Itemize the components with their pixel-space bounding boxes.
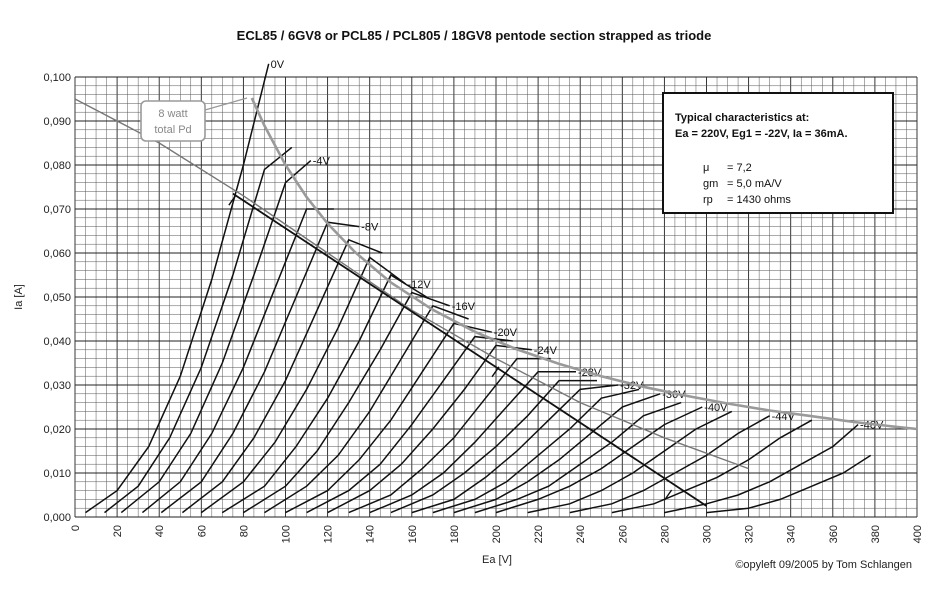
info-box-heading1: Typical characteristics at: <box>675 112 809 124</box>
x-tick-label: 160 <box>407 525 419 543</box>
typical-characteristics-box: Typical characteristics at: Ea = 220V, E… <box>662 92 894 214</box>
info-box-gm-value: = 5,0 mA/V <box>727 178 782 190</box>
x-tick-label: 400 <box>912 525 924 543</box>
info-box-heading2: Ea = 220V, Eg1 = -22V, Ia = 36mA. <box>675 128 848 140</box>
grid-curve <box>141 208 334 514</box>
x-axis-label: Ea [V] <box>482 554 512 566</box>
overlays <box>74 97 918 507</box>
grid-curve <box>432 388 640 514</box>
y-tick-label: 0,060 <box>43 248 71 260</box>
curve-label: -24V <box>534 345 558 357</box>
info-box-gm-name: gm <box>703 178 718 190</box>
y-tick-label: 0,070 <box>43 204 71 216</box>
grid-curve <box>348 357 551 514</box>
x-tick-label: 360 <box>828 525 840 543</box>
info-box-rp-name: rp <box>703 194 713 206</box>
grid-curve <box>706 454 872 514</box>
y-tick-label: 0,100 <box>43 72 71 84</box>
y-tick-label: 0,080 <box>43 160 71 172</box>
x-tick-label: 340 <box>786 525 798 543</box>
grid-curve <box>104 146 293 514</box>
dissipation-curve <box>250 97 918 431</box>
curve-label: -8V <box>361 222 379 234</box>
copyright-note: ©opyleft 09/2005 by Tom Schlangen <box>735 559 912 571</box>
x-tick-label: 100 <box>281 525 293 543</box>
y-tick-label: 0,030 <box>43 380 71 392</box>
x-tick-label: 220 <box>533 525 545 543</box>
load-line-tick <box>228 194 237 206</box>
grid-curve <box>181 238 383 514</box>
grid-curve <box>327 344 532 514</box>
info-box-frame <box>662 92 894 214</box>
curve-label: -40V <box>704 402 728 414</box>
x-tick-label: 180 <box>449 525 461 543</box>
grid-curve <box>200 256 406 514</box>
curve-label: -4V <box>313 156 331 168</box>
info-box-rp-value: = 1430 ohms <box>727 194 791 206</box>
x-tick-label: 60 <box>196 525 208 537</box>
x-tick-label: 40 <box>154 525 166 537</box>
secondary-gray-line <box>74 98 749 470</box>
y-axis-label: Ia [A] <box>13 284 25 310</box>
grid-curve <box>495 406 703 514</box>
curve-label: 0V <box>271 59 285 71</box>
dissipation-callout-line2: total Pd <box>154 124 191 136</box>
info-box-mu-value: = 7,2 <box>727 162 752 174</box>
grid-curve <box>569 415 770 514</box>
y-tick-label: 0,000 <box>43 512 71 524</box>
x-tick-label: 20 <box>112 525 124 537</box>
grid-curve <box>243 291 450 514</box>
grid-curve <box>664 424 859 514</box>
info-box-mu-name: μ <box>703 162 709 174</box>
grid-curve <box>474 401 682 514</box>
load-line-tick <box>664 489 673 501</box>
x-tick-label: 320 <box>744 525 756 543</box>
load-line <box>232 192 707 507</box>
grid-curve <box>221 273 427 514</box>
x-tick-label: 380 <box>870 525 882 543</box>
axis-ticks: 0 20 40 60 80 100 120 140 160 180 200 220 240 260 280 3… <box>43 72 924 543</box>
x-tick-label: 120 <box>323 525 335 543</box>
x-tick-label: 280 <box>659 525 671 543</box>
grid-curve <box>369 371 576 514</box>
y-tick-label: 0,040 <box>43 336 71 348</box>
x-tick-label: 200 <box>491 525 503 543</box>
grid-curve <box>120 160 312 514</box>
grid-curve <box>453 393 661 514</box>
x-tick-label: 0 <box>70 525 82 531</box>
dissipation-callout-box <box>140 100 206 142</box>
dissipation-callout-pointer <box>204 97 248 111</box>
y-tick-label: 0,020 <box>43 424 71 436</box>
curve-label: -20V <box>494 327 518 339</box>
x-tick-label: 140 <box>365 525 377 543</box>
grid-curve <box>390 379 597 514</box>
grid-curve <box>285 322 492 514</box>
curve-label: -16V <box>452 301 476 313</box>
dissipation-callout: 8 watt total Pd <box>140 97 248 142</box>
grid-curve <box>527 410 733 514</box>
y-tick-label: 0,090 <box>43 116 71 128</box>
chart-title: ECL85 / 6GV8 or PCL85 / PCL805 / 18GV8 p… <box>237 28 712 43</box>
x-tick-label: 80 <box>238 525 250 537</box>
grid-curve <box>264 304 469 514</box>
y-tick-label: 0,010 <box>43 468 71 480</box>
load-line-tick <box>491 366 500 378</box>
dissipation-callout-line1: 8 watt <box>158 108 187 120</box>
x-tick-label: 300 <box>702 525 714 543</box>
x-tick-label: 240 <box>575 525 587 543</box>
y-tick-label: 0,050 <box>43 292 71 304</box>
curve-label: -12V <box>407 279 431 291</box>
grid-curve <box>611 419 813 514</box>
grid-curve <box>85 63 270 514</box>
x-tick-label: 260 <box>617 525 629 543</box>
grid-curve <box>306 335 513 514</box>
grid-curve <box>411 384 619 514</box>
